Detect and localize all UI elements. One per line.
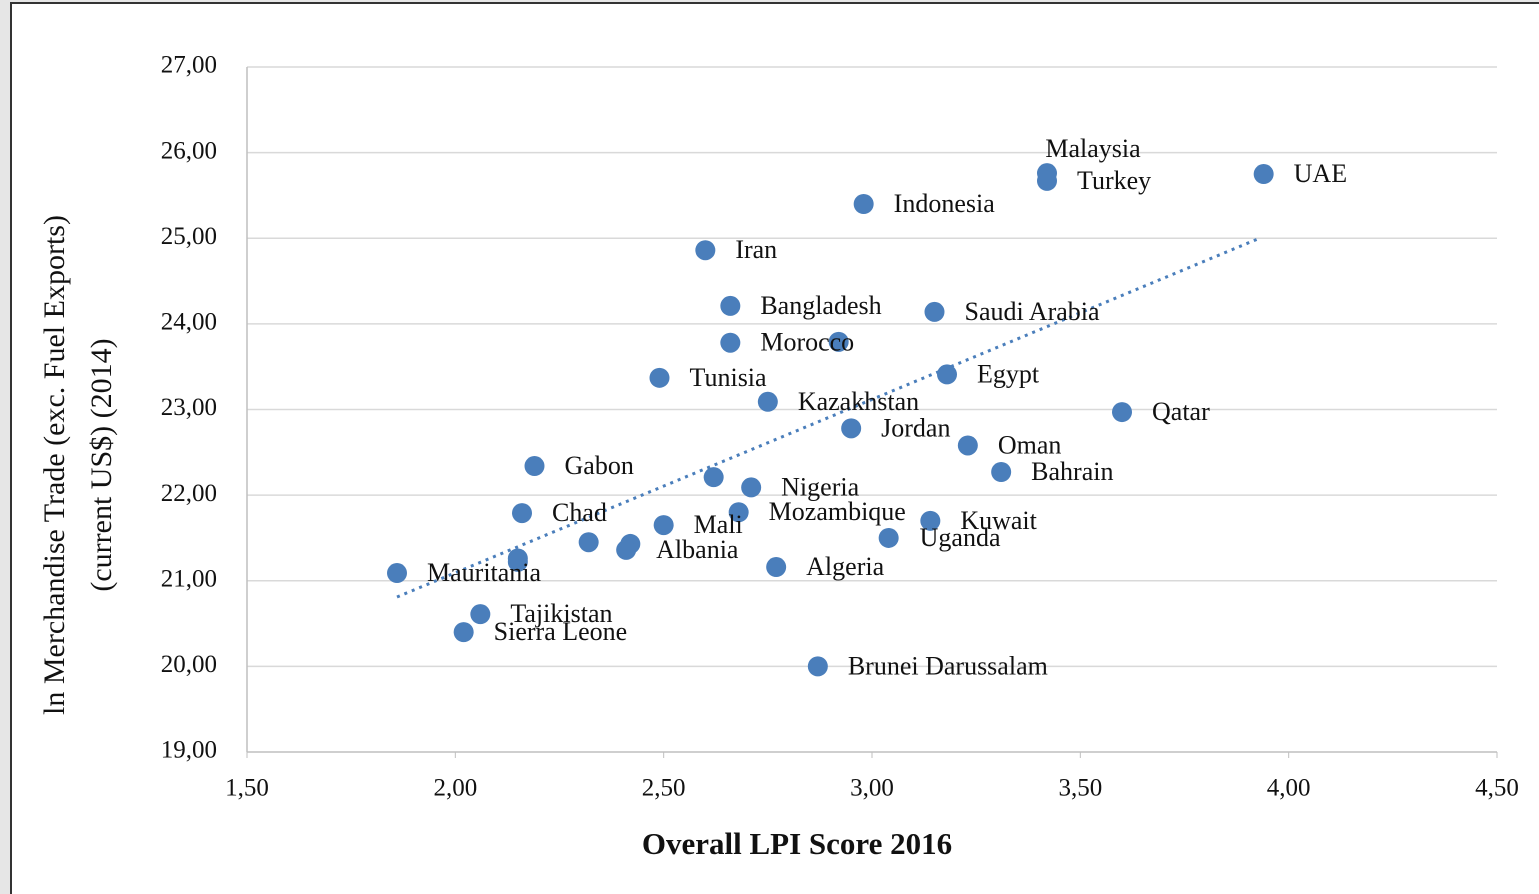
- y-tick-label: 19,00: [161, 737, 217, 764]
- y-tick-label: 27,00: [161, 52, 217, 79]
- point-label: Kazakhstan: [798, 387, 919, 416]
- point: [720, 295, 741, 316]
- point: [653, 515, 674, 536]
- point: [853, 194, 874, 214]
- point-label: Oman: [998, 430, 1062, 459]
- point-label: Jordan: [881, 413, 950, 442]
- point: [512, 503, 532, 524]
- point-label: Nigeria: [781, 472, 859, 501]
- point: [703, 467, 724, 488]
- point: [728, 502, 749, 523]
- point: [1253, 164, 1274, 185]
- y-tick-label: 24,00: [161, 309, 217, 336]
- point: [453, 622, 474, 643]
- point: [957, 435, 978, 456]
- y-axis-title: ln Merchandise Trade (exc. Fuel Exports): [38, 215, 71, 715]
- point: [807, 656, 828, 677]
- chart-frame: [10, 2, 1539, 894]
- x-tick-label: 1,50: [225, 775, 269, 802]
- point: [920, 510, 941, 531]
- x-tick-label: 2,00: [433, 775, 477, 802]
- point: [524, 456, 545, 477]
- x-tick-label: 2,50: [642, 775, 686, 802]
- point-label: Kuwait: [960, 506, 1037, 535]
- point-label: Malaysia: [1045, 134, 1141, 163]
- point-label: Mozambique: [769, 497, 906, 526]
- y-axis-title: (current US$) (2014): [85, 338, 118, 591]
- point-label: Algeria: [806, 552, 884, 581]
- point: [1037, 170, 1057, 191]
- point-label: Saudi Arabia: [965, 297, 1100, 326]
- x-tick-label: 3,00: [850, 775, 894, 802]
- point: [741, 477, 762, 498]
- point-label: Tajikistan: [510, 599, 612, 628]
- point-label: Egypt: [977, 359, 1040, 388]
- point-label: Morocco: [760, 328, 854, 357]
- point: [937, 364, 957, 385]
- point-label: Brunei Darussalam: [848, 651, 1048, 680]
- x-tick-label: 4,00: [1267, 775, 1311, 802]
- point: [878, 527, 899, 548]
- y-tick-label: 26,00: [161, 137, 217, 164]
- point-label: Turkey: [1077, 166, 1151, 195]
- point-label: Iran: [735, 235, 777, 264]
- point: [387, 563, 407, 584]
- point-label: Chad: [552, 498, 607, 527]
- point: [649, 367, 670, 388]
- point: [991, 462, 1012, 483]
- y-tick-label: 25,00: [161, 223, 217, 250]
- point: [695, 240, 716, 261]
- y-tick-label: 22,00: [161, 480, 217, 507]
- point: [616, 539, 637, 560]
- point-label: Bahrain: [1031, 457, 1113, 486]
- point: [507, 551, 528, 572]
- point-label: Indonesia: [894, 189, 996, 218]
- x-tick-label: 3,50: [1058, 775, 1102, 802]
- point: [766, 557, 787, 578]
- point-label: Qatar: [1152, 397, 1210, 426]
- trendline: [396, 236, 1261, 599]
- point-label: Bangladesh: [760, 291, 881, 320]
- point-label: Gabon: [565, 451, 634, 480]
- y-tick-label: 20,00: [161, 651, 217, 678]
- point-label: Mauritania: [427, 558, 542, 587]
- point-label: Sierra Leone: [494, 617, 628, 646]
- x-axis-title: Overall LPI Score 2016: [642, 826, 952, 861]
- point: [470, 604, 491, 625]
- point-label: UAE: [1294, 159, 1347, 188]
- point: [757, 391, 778, 412]
- point: [841, 418, 862, 439]
- x-tick-label: 4,50: [1475, 775, 1519, 802]
- point-label: Albania: [656, 535, 739, 564]
- y-tick-label: 21,00: [161, 565, 217, 592]
- point: [720, 332, 741, 353]
- point-label: Uganda: [920, 523, 1001, 552]
- point: [1112, 402, 1132, 423]
- point: [924, 301, 945, 322]
- point-label: Mali: [694, 510, 743, 539]
- point-label: Tunisia: [690, 363, 768, 392]
- y-tick-label: 23,00: [161, 394, 217, 421]
- point: [828, 331, 849, 352]
- point: [578, 532, 599, 553]
